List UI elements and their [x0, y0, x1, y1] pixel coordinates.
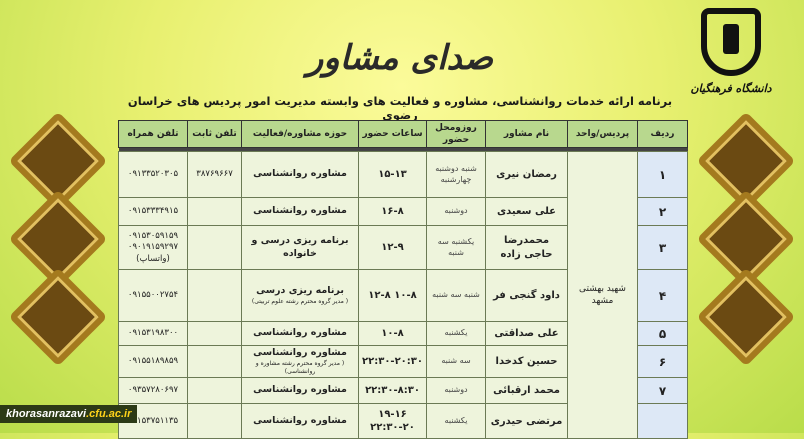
table-row: ۷ محمد ارقبائی دوشنبه ۲۲:۳۰-۸:۳۰ مشاوره ر… [117, 377, 688, 405]
mobile-phone: ۰۹۱۵۳۰۵۹۱۵۹ ۰۹۰۱۹۱۵۹۲۹۷ (واتساپ) [117, 225, 189, 271]
column-header: روزومحل حضور [426, 119, 486, 149]
mobile-phone: ۰۹۱۵۵۱۸۹۸۵۹ [117, 345, 189, 379]
attendance-days: یکشنبه سه شنبه [426, 225, 486, 271]
attendance-hours: ۱۵-۱۳ [358, 151, 427, 199]
table-row: ۳ محمدرضا حاجی زاده یکشنبه سه شنبه ۱۲-۹ ب… [117, 225, 688, 271]
mobile-phone: ۰۹۱۵۳۳۳۴۹۱۵ [117, 197, 189, 227]
attendance-days: سه شنبه [426, 345, 486, 379]
mobile-phone: ۰۹۱۳۳۵۲۰۳۰۵ [117, 151, 189, 199]
attendance-days: یکشنبه [426, 403, 486, 439]
row-index: ۷ [637, 377, 688, 405]
field-text: مشاوره روانشناسی [253, 347, 347, 359]
attendance-days: یکشنبه [426, 321, 486, 347]
row-index: ۳ [637, 225, 688, 271]
column-header: ساعات حضور [358, 119, 427, 149]
row-index: ۵ [637, 321, 688, 347]
landline-phone: ۳۸۷۶۹۶۶۷ [187, 151, 243, 199]
landline-phone [187, 197, 243, 227]
landline-phone [187, 377, 243, 405]
attendance-hours: ۱۹-۱۶ ۲۲:۳۰-۲۰ [358, 403, 427, 439]
counseling-field: مشاوره روانشناسی [241, 403, 360, 439]
counselor-name: محمدرضا حاجی زاده [485, 225, 568, 271]
row-index: ۴ [637, 269, 688, 323]
attendance-days: دوشنبه [426, 377, 486, 405]
table-row: ۲ علی سعیدی دوشنبه ۱۶-۸ مشاوره روانشناسی … [117, 197, 688, 227]
field-note: ( مدیر گروه محترم رشته علوم تربیتی) [251, 298, 349, 306]
mobile-phone: ۰۹۱۵۳۱۹۸۳۰۰ [117, 321, 189, 347]
ornament-left [8, 111, 108, 418]
counselor-name: مرتضی حیدری [485, 403, 568, 439]
logo-text: دانشگاه فرهنگیان [690, 82, 772, 95]
mobile-phone: ۰۹۳۵۷۲۸۰۶۹۷ [117, 377, 189, 405]
column-header: ردیف [637, 119, 688, 149]
attendance-hours: ۱۰-۸ [358, 321, 427, 347]
field-text: برنامه ریزی درسی و خانواده [251, 234, 349, 259]
attendance-hours: ۱۶-۸ [358, 197, 427, 227]
field-note: ( مدیر گروه محترم رشته مشاوره و روانشناس… [255, 360, 345, 376]
row-index [637, 403, 688, 439]
column-header: حوزه مشاوره/فعالیت [241, 119, 360, 149]
attendance-hours: ۲۲:۳۰-۲۰:۳۰ [358, 345, 427, 379]
attendance-days: شنبه دوشنبه چهارشنبه [426, 151, 486, 199]
counselor-name: داود گنجی فر [485, 269, 568, 323]
university-logo: دانشگاه فرهنگیان [686, 8, 776, 114]
table-row: ۴ داود گنجی فر شنبه سه شنبه ۱۰-۸ ۱۲-۸ برن… [117, 269, 688, 323]
attendance-days: شنبه سه شنبه [426, 269, 486, 323]
counselor-name: محمد ارقبائی [485, 377, 568, 405]
counseling-field: مشاوره روانشناسی [241, 197, 360, 227]
column-header: نام مشاور [485, 119, 568, 149]
field-text: مشاوره روانشناسی [253, 168, 347, 180]
column-header: پردیس/واحد [567, 119, 638, 149]
table-row: ۵ علی صداقتی یکشنبه ۱۰-۸ مشاوره روانشناسی… [117, 321, 688, 347]
landline-phone [187, 225, 243, 271]
counseling-field: مشاوره روانشناسی [241, 377, 360, 405]
table-row: ۱ شهید بهشتی مشهد رمضان نیری شنبه دوشنبه چ… [117, 151, 688, 439]
row-index: ۶ [637, 345, 688, 379]
mobile-phone: ۰۹۱۵۵۰۰۲۷۵۴ [117, 269, 189, 323]
field-text: مشاوره روانشناسی [253, 414, 347, 426]
landline-phone [187, 345, 243, 379]
column-header: تلفن همراه [117, 119, 189, 149]
counselor-name: رمضان نیری [485, 151, 568, 199]
field-text: مشاوره روانشناسی [253, 327, 347, 339]
counseling-field: مشاوره روانشناسی [241, 151, 360, 199]
row-index: ۱ [637, 151, 688, 199]
field-text: مشاوره روانشناسی [253, 205, 347, 217]
column-header: تلفن ثابت [187, 119, 243, 149]
counselor-name: علی صداقتی [485, 321, 568, 347]
counseling-field: مشاوره روانشناسی( مدیر گروه محترم رشته م… [241, 345, 360, 379]
attendance-days: دوشنبه [426, 197, 486, 227]
row-index: ۲ [637, 197, 688, 227]
counselor-name: حسین کدخدا [485, 345, 568, 379]
logo-mark-icon [701, 8, 761, 76]
site-main: khorasanrazavi [6, 408, 87, 420]
field-text: برنامه ریزی درسی [256, 285, 344, 297]
landline-phone [187, 269, 243, 323]
counselor-name: علی سعیدی [485, 197, 568, 227]
page-title: صدای مشاور [306, 38, 494, 78]
site-suffix: .cfu.ac.ir [86, 408, 132, 420]
attendance-hours: ۱۲-۹ [358, 225, 427, 271]
page-subtitle: برنامه ارائه خدمات روانشناسی، مشاوره و ف… [127, 94, 673, 122]
counseling-field: مشاوره روانشناسی [241, 321, 360, 347]
ornament-right [696, 111, 796, 418]
attendance-hours: ۲۲:۳۰-۸:۳۰ [358, 377, 427, 405]
attendance-hours: ۱۰-۸ ۱۲-۸ [358, 269, 427, 323]
counseling-field: برنامه ریزی درسی و خانواده [241, 225, 360, 271]
website-url[interactable]: khorasanrazavi.cfu.ac.ir [0, 405, 138, 423]
campus-cell: شهید بهشتی مشهد [567, 151, 638, 439]
landline-phone [187, 403, 243, 439]
counselor-schedule-table: ردیف پردیس/واحد نام مشاور روزومحل حضور ساعات… [117, 119, 688, 439]
landline-phone [187, 321, 243, 347]
field-text: مشاوره روانشناسی [253, 384, 347, 396]
counseling-field: برنامه ریزی درسی( مدیر گروه محترم رشته ع… [241, 269, 360, 323]
